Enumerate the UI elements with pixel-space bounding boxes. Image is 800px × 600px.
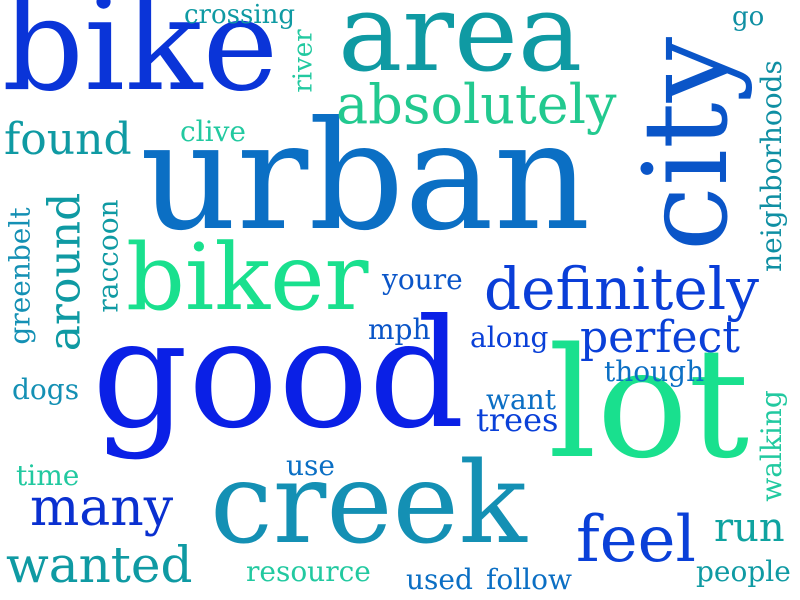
word-urban: urban [140,90,591,264]
word-found: found [4,114,132,165]
word-around: around [39,192,91,352]
word-trees: trees [476,401,559,439]
word-dogs: dogs [12,373,80,406]
word-time: time [16,459,80,492]
word-go: go [732,2,765,32]
word-run: run [714,505,785,551]
word-along: along [470,321,549,354]
word-area: area [338,0,583,96]
word-mph: mph [368,313,431,346]
word-walking: walking [754,390,788,502]
word-resource: resource [246,555,371,588]
word-definitely: definitely [484,255,759,323]
word-good: good [92,288,465,462]
word-creek: creek [210,439,527,569]
word-follow: follow [486,563,572,596]
word-wanted: wanted [6,536,193,594]
word-people: people [696,555,791,588]
word-feel: feel [576,503,696,577]
word-perfect: perfect [580,312,740,363]
word-lot: lot [548,315,750,492]
word-crossing: crossing [184,0,296,30]
word-neighborhoods: neighborhoods [754,60,788,272]
word-youre: youre [382,263,463,296]
word-raccoon: raccoon [91,199,125,313]
word-used: used [406,563,473,596]
word-river: river [288,29,319,93]
word-biker: biker [126,224,369,331]
word-absolutely: absolutely [336,73,617,136]
word-want: want [486,383,556,416]
word-use: use [286,449,335,482]
word-city: city [619,36,755,252]
word-clive: clive [180,115,246,148]
word-bike: bike [2,0,279,120]
word-greenbelt: greenbelt [3,207,37,345]
word-many: many [30,478,174,538]
word-though: though [604,355,705,388]
